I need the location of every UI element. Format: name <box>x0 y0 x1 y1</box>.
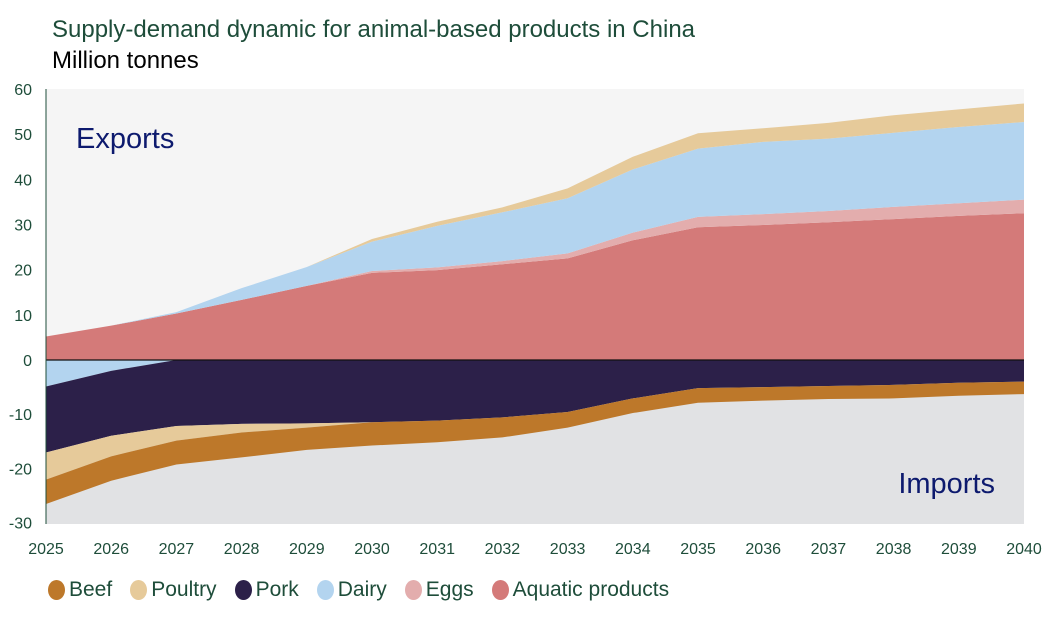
area-pork-neg <box>46 360 1024 453</box>
imports-annotation: Imports <box>898 468 995 500</box>
legend-swatch <box>48 580 65 600</box>
x-tick-label: 2026 <box>93 541 129 558</box>
legend-item: Pork <box>234 578 299 602</box>
y-tick-label: -30 <box>9 515 32 532</box>
legend-label: Aquatic products <box>512 578 670 601</box>
legend-label: Beef <box>69 578 113 601</box>
legend: Beef Poultry Pork Dairy Eggs Aquatic products <box>48 578 669 602</box>
x-tick-label: 2027 <box>159 541 195 558</box>
legend-label: Pork <box>255 578 299 601</box>
x-tick-label: 2025 <box>28 541 64 558</box>
area-dairy-neg <box>46 360 1024 387</box>
x-tick-label: 2036 <box>745 541 781 558</box>
legend-swatch <box>234 580 252 600</box>
area-poultry-pos <box>46 103 1024 337</box>
x-tick-label: 2031 <box>419 541 455 558</box>
legend-item: Dairy <box>316 578 387 602</box>
legend-swatch <box>491 580 509 600</box>
x-tick-label: 2038 <box>876 541 912 558</box>
x-tick-label: 2035 <box>680 541 716 558</box>
legend-item: Aquatic products <box>491 578 670 602</box>
x-tick-label: 2034 <box>615 541 651 558</box>
legend-label: Eggs <box>425 578 474 601</box>
exports-annotation: Exports <box>76 123 174 155</box>
legend-swatch <box>130 580 148 600</box>
legend-item: Eggs <box>404 578 474 602</box>
area-poultry-neg <box>46 381 1024 480</box>
x-tick-label: 2040 <box>1006 541 1042 558</box>
chart-title: Supply-demand dynamic for animal-based p… <box>52 16 696 43</box>
y-tick-label: -20 <box>9 461 32 478</box>
area-aquatic-products-pos <box>46 213 1024 360</box>
y-tick-label: 60 <box>14 82 32 99</box>
y-tick-label: 40 <box>14 172 32 189</box>
x-tick-label: 2032 <box>485 541 521 558</box>
area-eggs-pos <box>46 199 1024 337</box>
y-tick-label: 50 <box>14 127 32 144</box>
area-dairy-pos <box>46 121 1024 337</box>
y-tick-label: 10 <box>14 308 32 325</box>
legend-swatch <box>316 580 334 600</box>
y-tick-label: 30 <box>14 218 32 235</box>
legend-label: Poultry <box>151 578 217 601</box>
x-tick-label: 2033 <box>550 541 586 558</box>
legend-label: Dairy <box>337 578 387 601</box>
legend-swatch <box>404 580 422 600</box>
legend-item: Poultry <box>130 578 217 602</box>
x-tick-label: 2039 <box>941 541 977 558</box>
y-tick-label: 0 <box>23 353 32 370</box>
area-beef-neg <box>46 381 1024 504</box>
x-tick-label: 2030 <box>354 541 390 558</box>
x-tick-label: 2028 <box>224 541 260 558</box>
x-tick-label: 2029 <box>289 541 325 558</box>
y-tick-label: -10 <box>9 407 32 424</box>
x-tick-label: 2037 <box>811 541 847 558</box>
legend-item: Beef <box>48 578 112 602</box>
chart-subtitle: Million tonnes <box>52 47 199 74</box>
y-tick-label: 20 <box>14 263 32 280</box>
